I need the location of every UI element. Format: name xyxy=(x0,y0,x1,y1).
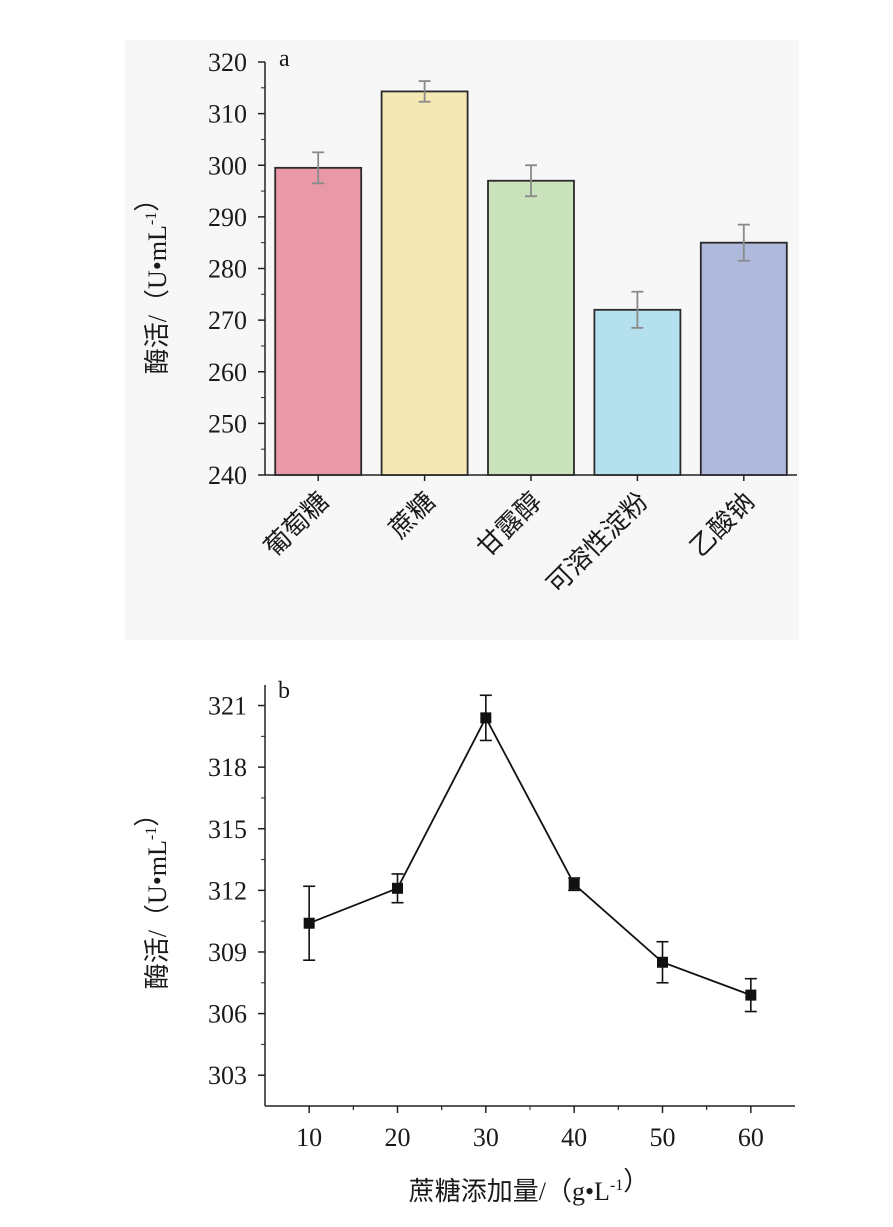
error-bar xyxy=(631,290,644,329)
x-tick-label: 30 xyxy=(473,1123,499,1152)
panel-b: b 酶活/（U•mL-1） 蔗糖添加量/（g•L-1） 303 306 309 312… xyxy=(133,678,795,1206)
y-tick-label: 250 xyxy=(208,409,247,438)
data-point xyxy=(745,989,757,1001)
error-bar xyxy=(525,164,537,198)
y-tick-label: 260 xyxy=(208,358,247,387)
data-point xyxy=(480,712,492,724)
y-tick-label: 318 xyxy=(208,753,247,782)
x-tick-label: 20 xyxy=(385,1123,411,1152)
error-bar xyxy=(737,223,750,262)
y-tick-label: 240 xyxy=(208,461,247,490)
panel-a-bars xyxy=(274,80,788,476)
x-tick-label: 50 xyxy=(650,1123,676,1152)
panel-b-y-ticks: 303 306 309 312 315 318 321 xyxy=(208,692,265,1090)
data-point xyxy=(392,882,403,894)
y-tick-label: 290 xyxy=(208,203,247,232)
data-point xyxy=(568,878,580,890)
panel-a-y-ticks: 240 250 260 270 280 290 300 310 320 xyxy=(208,48,265,490)
y-tick-label: 312 xyxy=(208,876,247,905)
series-line xyxy=(308,715,752,996)
y-tick-label: 309 xyxy=(208,938,247,967)
panel-b-series xyxy=(303,694,757,1013)
x-tick-label: 10 xyxy=(296,1123,322,1152)
y-tick-label: 280 xyxy=(208,255,247,284)
y-tick-label: 310 xyxy=(208,100,247,129)
panel-b-axes xyxy=(264,685,795,1107)
bar xyxy=(699,241,788,476)
panel-b-label: b xyxy=(278,678,290,704)
error-bar xyxy=(312,151,325,185)
bar xyxy=(380,90,469,476)
data-point xyxy=(303,917,315,929)
panel-b-y-axis-label: 酶活/（U•mL-1） xyxy=(133,801,172,990)
error-bar xyxy=(418,80,431,103)
y-tick-label: 270 xyxy=(208,306,247,335)
panel-b-x-ticks: 10 20 30 40 50 60 xyxy=(296,1106,764,1152)
y-tick-label: 315 xyxy=(208,815,247,844)
bar xyxy=(593,308,682,476)
x-tick-label: 60 xyxy=(738,1123,764,1152)
data-point xyxy=(657,956,668,968)
y-tick-label: 303 xyxy=(208,1061,247,1090)
y-tick-label: 321 xyxy=(208,692,247,721)
bar xyxy=(274,166,363,476)
panel-b-x-axis-label: 蔗糖添加量/（g•L-1） xyxy=(409,1167,650,1206)
y-tick-label: 300 xyxy=(208,151,247,180)
bar xyxy=(487,179,575,476)
panel-a-y-axis-label: 酶活/（U•mL-1） xyxy=(133,186,172,375)
y-tick-label: 320 xyxy=(208,48,247,77)
panel-a-label: a xyxy=(279,46,290,72)
panel-a: a 酶活/（U•mL-1） 240 250 260 270 280 290 300 310 32… xyxy=(125,40,799,640)
x-tick-label: 40 xyxy=(561,1123,587,1152)
y-tick-label: 306 xyxy=(208,1000,247,1029)
